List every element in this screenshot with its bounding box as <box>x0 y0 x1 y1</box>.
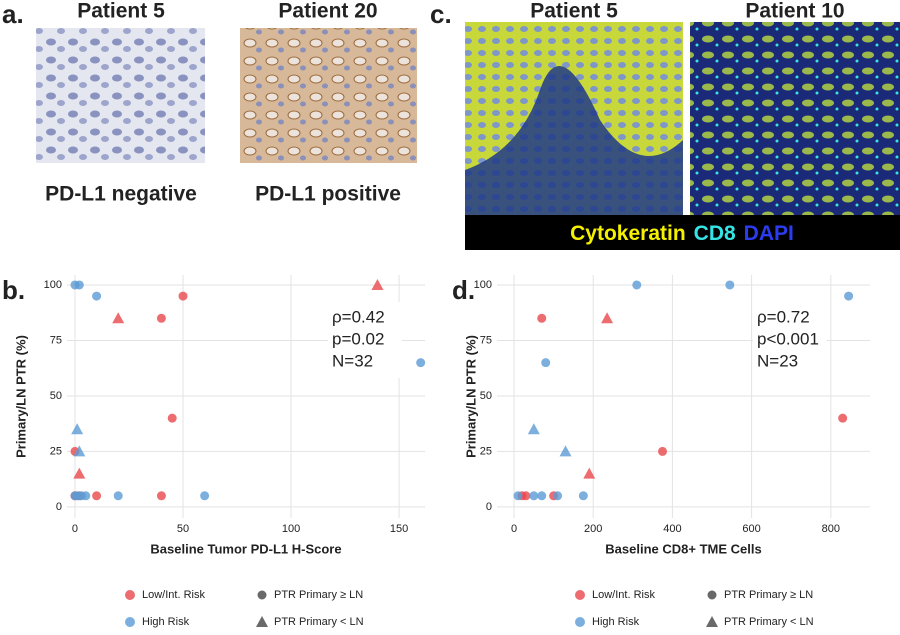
data-point <box>73 467 86 479</box>
data-point <box>416 358 426 368</box>
data-point <box>529 491 539 501</box>
legend-label: PTR Primary ≥ LN <box>274 589 363 601</box>
legend-swatch <box>125 590 135 600</box>
legend-label: High Risk <box>142 616 190 628</box>
data-point <box>74 280 84 290</box>
image-title: Patient 5 <box>530 0 618 23</box>
image-caption: PD-L1 positive <box>255 183 401 206</box>
panel-label: a. <box>2 0 24 29</box>
legend-label: PTR Primary < LN <box>724 616 814 628</box>
x-tick-label: 200 <box>584 523 602 535</box>
data-point <box>92 491 102 501</box>
data-point <box>541 358 551 368</box>
x-tick-label: 0 <box>72 523 78 535</box>
y-tick-label: 75 <box>50 334 62 346</box>
data-point <box>658 446 668 456</box>
histology-image <box>36 28 205 163</box>
annotation-box <box>328 302 402 378</box>
data-point <box>537 313 547 323</box>
y-tick-label: 75 <box>480 334 492 346</box>
data-point <box>113 491 123 501</box>
x-axis-title: Baseline CD8+ TME Cells <box>605 541 761 556</box>
image-title: Patient 5 <box>77 0 165 23</box>
data-point <box>725 280 735 290</box>
legend-label: Low/Int. Risk <box>592 589 655 601</box>
legend-label: PTR Primary ≥ LN <box>724 589 813 601</box>
annotation: p=0.02 <box>332 329 384 348</box>
x-axis-title: Baseline Tumor PD-L1 H-Score <box>150 541 341 556</box>
data-point <box>156 491 166 501</box>
data-point <box>156 313 166 323</box>
x-tick-label: 0 <box>511 523 517 535</box>
data-point <box>371 278 384 290</box>
fluorescence-image <box>690 22 900 215</box>
image-title: Patient 10 <box>745 0 844 23</box>
stain-name: Cytokeratin <box>570 222 686 245</box>
annotation: N=23 <box>757 351 798 370</box>
legend-label: PTR Primary < LN <box>274 616 364 628</box>
legend-swatch <box>707 590 717 600</box>
data-point <box>838 413 848 423</box>
annotation: N=32 <box>332 351 373 370</box>
data-point <box>601 312 614 324</box>
data-point <box>527 423 540 435</box>
legend-label: High Risk <box>592 616 640 628</box>
data-point <box>553 491 563 501</box>
data-point <box>583 467 596 479</box>
y-tick-label: 25 <box>50 445 62 457</box>
data-point <box>200 491 210 501</box>
stain-legend-bar <box>465 215 900 250</box>
legend-swatch <box>575 590 585 600</box>
y-tick-label: 100 <box>44 279 62 291</box>
panel-label: b. <box>2 275 25 305</box>
panel-label: d. <box>452 275 475 305</box>
data-point <box>513 491 523 501</box>
y-tick-label: 100 <box>474 279 492 291</box>
legend-swatch <box>257 590 267 600</box>
data-point <box>578 491 588 501</box>
histology-image <box>240 28 417 163</box>
x-tick-label: 50 <box>177 523 189 535</box>
data-point <box>76 491 86 501</box>
data-point <box>178 291 188 301</box>
annotation: ρ=0.42 <box>332 307 385 326</box>
data-point <box>73 445 86 457</box>
data-point <box>71 423 84 435</box>
data-point <box>559 445 572 457</box>
x-tick-label: 800 <box>822 523 840 535</box>
y-tick-label: 0 <box>56 501 62 513</box>
stain-legend: Cytokeratin CD8 DAPI <box>570 222 794 245</box>
image-caption: PD-L1 negative <box>45 183 197 206</box>
data-point <box>844 291 854 301</box>
data-point <box>537 491 547 501</box>
annotation: p<0.001 <box>757 329 819 348</box>
legend-swatch <box>575 617 585 627</box>
legend-swatch <box>256 616 268 627</box>
y-tick-label: 25 <box>480 445 492 457</box>
annotation-box <box>753 302 827 378</box>
data-point <box>92 291 102 301</box>
legend-swatch <box>125 617 135 627</box>
stain-name: DAPI <box>744 222 794 245</box>
y-tick-label: 0 <box>486 501 492 513</box>
x-tick-label: 400 <box>663 523 681 535</box>
legend-swatch <box>706 616 718 627</box>
data-point <box>167 413 177 423</box>
legend-label: Low/Int. Risk <box>142 589 205 601</box>
panel-label: c. <box>430 0 452 29</box>
data-point <box>632 280 642 290</box>
annotation: ρ=0.72 <box>757 307 810 326</box>
y-tick-label: 50 <box>50 390 62 402</box>
stroma-region <box>465 66 683 215</box>
stain-name: CD8 <box>694 222 736 245</box>
y-axis-title: Primary/LN PTR (%) <box>13 335 28 458</box>
image-title: Patient 20 <box>278 0 377 23</box>
y-axis-title: Primary/LN PTR (%) <box>463 335 478 458</box>
data-point <box>112 312 125 324</box>
x-tick-label: 600 <box>742 523 760 535</box>
y-tick-label: 50 <box>480 390 492 402</box>
x-tick-label: 100 <box>282 523 300 535</box>
x-tick-label: 150 <box>390 523 408 535</box>
